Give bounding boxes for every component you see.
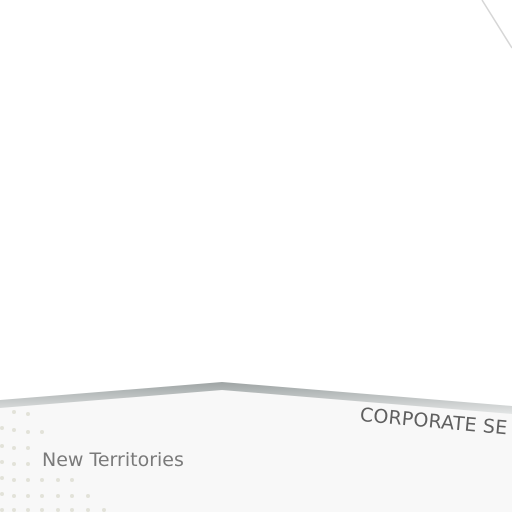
dot-pattern (0, 398, 106, 512)
panel-shadow (0, 382, 512, 416)
land-panel (0, 390, 512, 512)
region-label: New Territories (42, 449, 184, 471)
boundary-line (481, 0, 512, 49)
